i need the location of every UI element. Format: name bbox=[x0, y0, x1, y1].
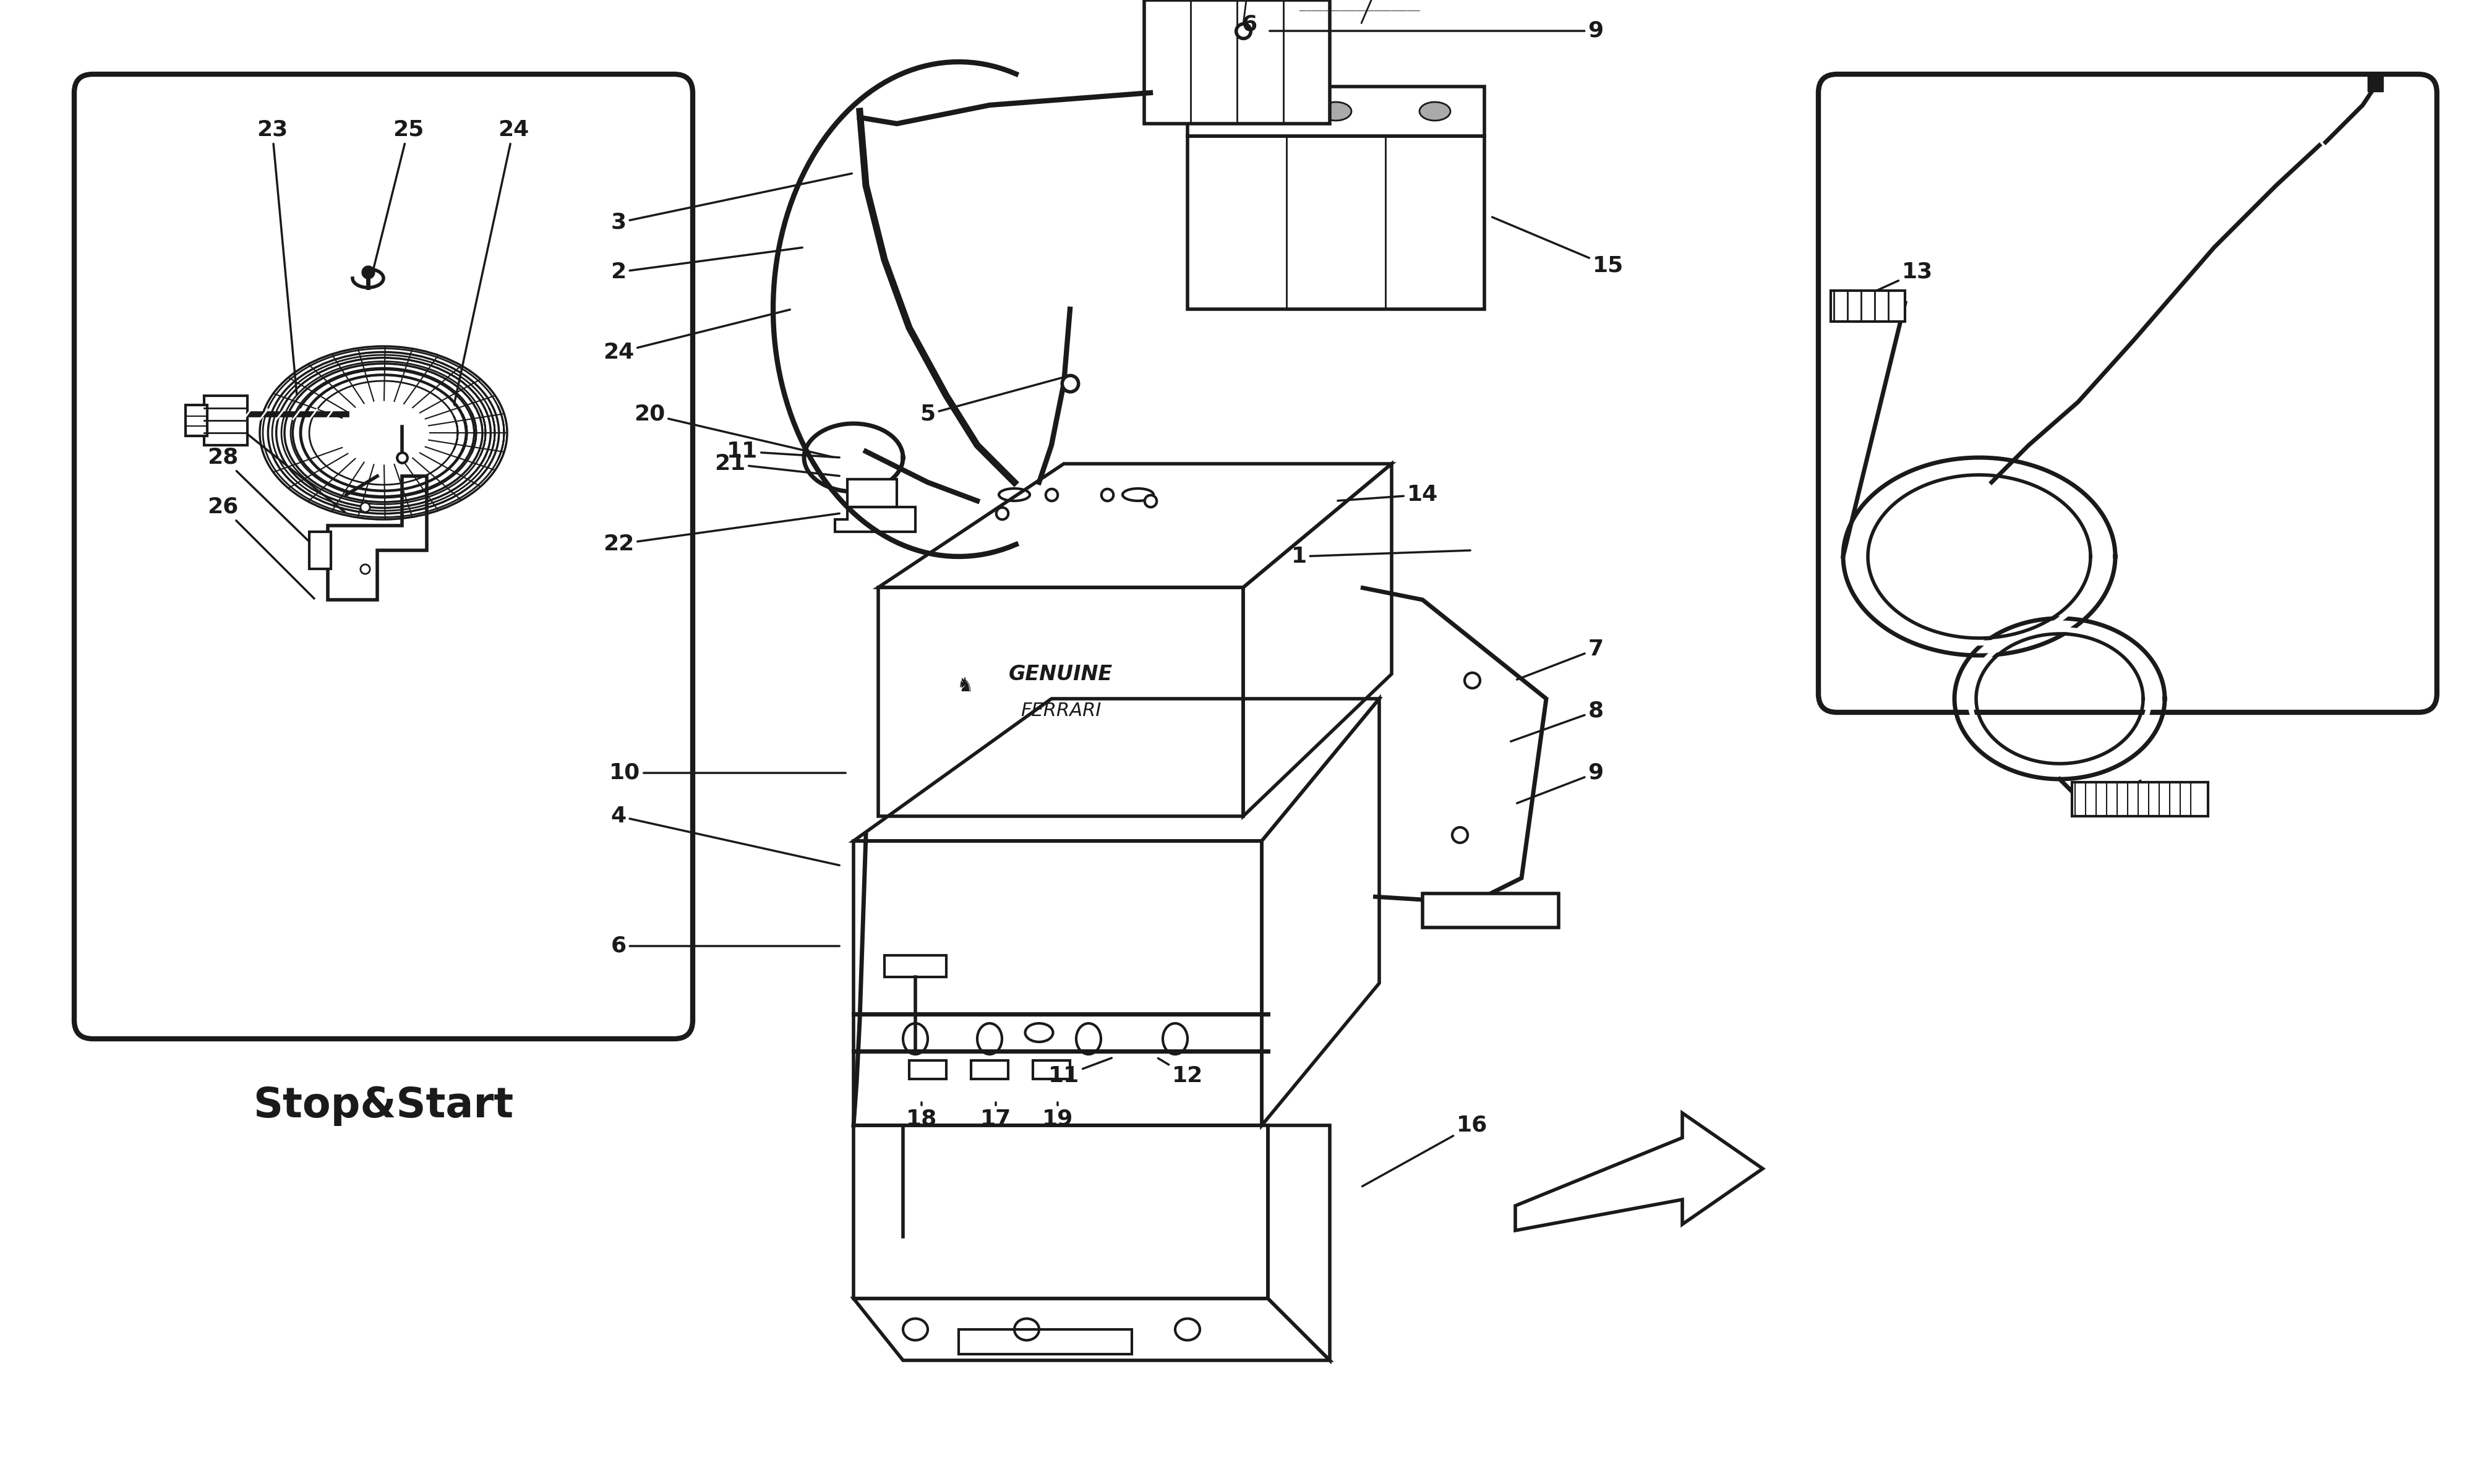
Text: 17: 17 bbox=[980, 1103, 1012, 1129]
Text: 5: 5 bbox=[920, 377, 1061, 424]
Text: 12: 12 bbox=[1158, 1058, 1202, 1086]
Text: ♞: ♞ bbox=[957, 677, 972, 696]
Text: 23: 23 bbox=[257, 119, 297, 395]
Text: 26: 26 bbox=[208, 497, 314, 598]
Text: 25: 25 bbox=[371, 119, 423, 276]
Text: 11: 11 bbox=[727, 441, 839, 462]
Text: 21: 21 bbox=[715, 453, 839, 476]
Bar bbox=[1188, 86, 1484, 137]
Bar bbox=[846, 479, 896, 508]
Text: 18: 18 bbox=[905, 1103, 938, 1129]
Bar bbox=[970, 1061, 1009, 1079]
Text: 6: 6 bbox=[1242, 0, 1257, 24]
Text: 14: 14 bbox=[1338, 484, 1437, 505]
Text: 3: 3 bbox=[611, 174, 851, 233]
Text: 2: 2 bbox=[611, 248, 802, 282]
FancyBboxPatch shape bbox=[74, 74, 693, 1039]
Text: 13: 13 bbox=[1851, 261, 1932, 303]
Text: 10: 10 bbox=[609, 763, 846, 784]
Text: 22: 22 bbox=[604, 513, 839, 555]
Bar bbox=[2073, 782, 2209, 816]
Bar bbox=[960, 1330, 1133, 1353]
Text: 19: 19 bbox=[1042, 1103, 1074, 1129]
FancyBboxPatch shape bbox=[1818, 74, 2437, 712]
Text: 6: 6 bbox=[611, 935, 839, 957]
Text: 20: 20 bbox=[633, 404, 834, 457]
Text: 15: 15 bbox=[1492, 217, 1623, 276]
Bar bbox=[910, 1061, 945, 1079]
Text: 28: 28 bbox=[208, 447, 329, 561]
Ellipse shape bbox=[302, 377, 465, 490]
Text: 16: 16 bbox=[1363, 1114, 1487, 1186]
Bar bbox=[1831, 291, 1905, 322]
Bar bbox=[186, 405, 208, 436]
Text: 24: 24 bbox=[604, 310, 789, 364]
Bar bbox=[309, 531, 332, 568]
Bar bbox=[1423, 893, 1559, 927]
Text: FERRARI: FERRARI bbox=[1019, 702, 1101, 720]
Ellipse shape bbox=[1321, 102, 1351, 120]
Text: GENUINE: GENUINE bbox=[1009, 663, 1113, 684]
Text: 9: 9 bbox=[1517, 763, 1603, 803]
Bar bbox=[1143, 0, 1331, 123]
Ellipse shape bbox=[1222, 102, 1252, 120]
Text: 6: 6 bbox=[1242, 15, 1257, 36]
Text: 7: 7 bbox=[1517, 638, 1603, 680]
Ellipse shape bbox=[317, 384, 450, 481]
Bar bbox=[1034, 1061, 1069, 1079]
Text: 9: 9 bbox=[1361, 0, 1388, 24]
Bar bbox=[203, 396, 247, 445]
Text: 9: 9 bbox=[1269, 21, 1603, 42]
Text: 1: 1 bbox=[1291, 546, 1470, 567]
Text: ─────────────────────────────: ───────────────────────────── bbox=[1299, 7, 1420, 13]
Text: 27: 27 bbox=[208, 404, 344, 512]
Text: 11: 11 bbox=[1049, 1058, 1111, 1086]
Bar bbox=[1188, 137, 1484, 309]
Text: 8: 8 bbox=[1512, 700, 1603, 742]
Text: 4: 4 bbox=[611, 806, 839, 865]
Ellipse shape bbox=[1420, 102, 1450, 120]
Text: 24: 24 bbox=[445, 119, 529, 444]
Bar bbox=[886, 956, 945, 976]
Text: Stop&Start: Stop&Start bbox=[252, 1085, 515, 1126]
